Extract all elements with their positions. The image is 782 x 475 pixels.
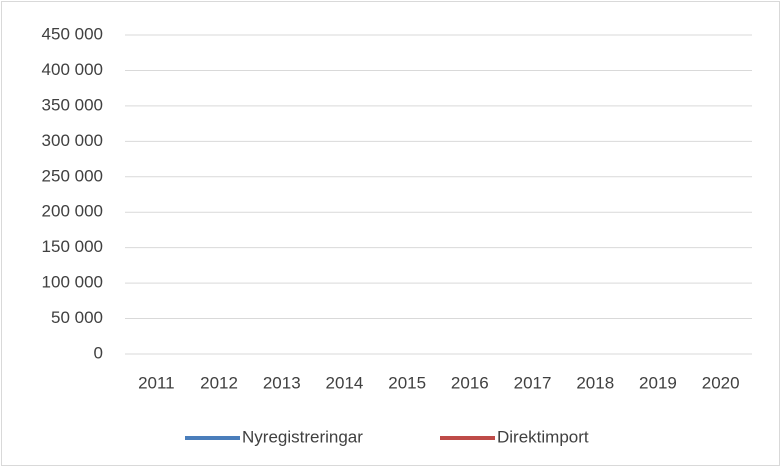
y-tick-label: 250 000 — [42, 166, 103, 185]
y-tick-label: 50 000 — [51, 308, 103, 327]
x-tick-label: 2018 — [576, 373, 614, 392]
x-tick-label: 2020 — [702, 373, 740, 392]
x-tick-label: 2012 — [200, 373, 238, 392]
y-tick-label: 350 000 — [42, 95, 103, 114]
x-tick-label: 2017 — [514, 373, 552, 392]
x-tick-label: 2011 — [138, 373, 175, 392]
x-tick-label: 2019 — [639, 373, 677, 392]
y-tick-label: 150 000 — [42, 237, 103, 256]
x-tick-label: 2015 — [388, 373, 426, 392]
y-tick-label: 100 000 — [42, 273, 103, 292]
y-tick-label: 300 000 — [42, 131, 103, 150]
x-tick-label: 2014 — [326, 373, 364, 392]
y-tick-label: 400 000 — [42, 60, 103, 79]
y-tick-label: 0 — [94, 343, 103, 362]
x-tick-label: 2013 — [263, 373, 301, 392]
x-tick-label: 2016 — [451, 373, 489, 392]
legend-label: Nyregistreringar — [242, 427, 363, 446]
legend-label: Direktimport — [497, 427, 589, 446]
chart-border — [1, 1, 780, 466]
y-tick-label: 450 000 — [42, 24, 103, 43]
y-tick-label: 200 000 — [42, 202, 103, 221]
